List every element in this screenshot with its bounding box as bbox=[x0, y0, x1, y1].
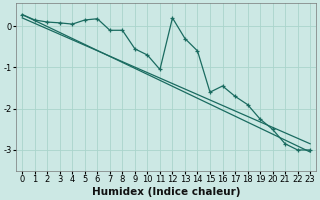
X-axis label: Humidex (Indice chaleur): Humidex (Indice chaleur) bbox=[92, 187, 240, 197]
